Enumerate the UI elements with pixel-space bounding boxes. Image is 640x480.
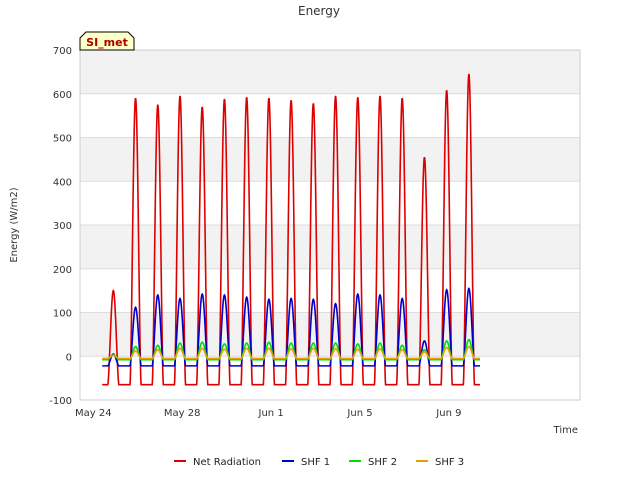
chart-title: Energy [298,4,340,18]
plot-band [80,225,580,269]
y-tick-label: -100 [49,396,72,407]
plot-frame [79,49,581,401]
y-tick-labels: -100 0 100 200 300 400 500 600 700 [49,46,72,407]
x-tick-label: May 24 [75,408,112,419]
x-tick-label: Jun 9 [435,408,461,419]
series-line-3 [102,345,480,360]
plot-band [80,312,580,357]
y-tick-label: 700 [53,46,72,57]
series-line-0 [102,73,480,386]
y-tick-label: 0 [66,352,72,363]
y-tick-label: 500 [53,134,72,145]
y-tick-label: 200 [53,265,72,276]
x-tick-labels: May 24 May 28 Jun 1 Jun 5 Jun 9 [75,408,461,419]
plot-bands [80,50,580,357]
y-tick-label: 300 [53,221,72,232]
plot-band [80,137,580,182]
legend-label: Net Radiation [193,457,261,468]
series-line-2 [102,338,480,361]
site-badge: SI_met [79,31,135,51]
legend-label: SHF 3 [435,457,464,468]
y-tick-label: 600 [53,90,72,101]
y-axis-title: Energy (W/m2) [9,187,20,262]
x-tick-label: Jun 1 [258,408,284,419]
x-tick-label: Jun 5 [346,408,372,419]
legend-label: SHF 1 [301,457,330,468]
x-axis-title: Time [553,425,578,436]
legend-label: SHF 2 [368,457,397,468]
x-tick-label: May 28 [164,408,201,419]
series-line-1 [102,287,480,367]
legend: Net Radiation SHF 1 SHF 2 SHF 3 [174,457,464,468]
y-tick-label: 400 [53,177,72,188]
plot-band [80,50,580,94]
site-badge-label: SI_met [86,36,128,49]
y-tick-label: 100 [53,309,72,320]
series-lines [102,73,480,386]
